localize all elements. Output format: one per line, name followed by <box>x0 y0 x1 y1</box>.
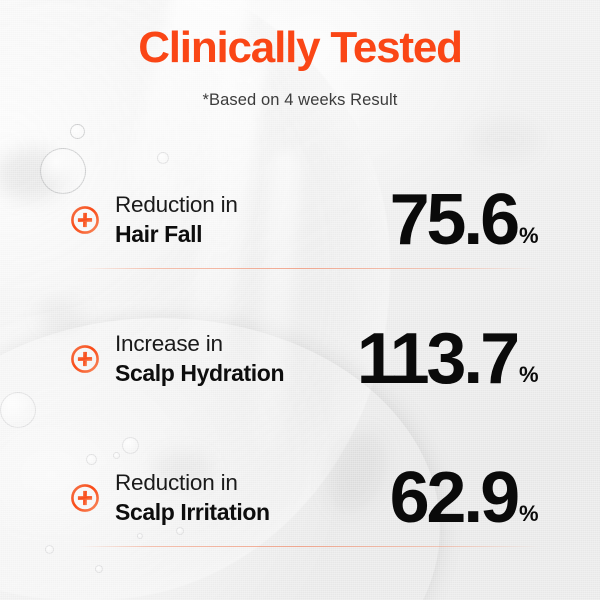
stat-value-number: 62.9 <box>389 457 521 538</box>
stat-row: Reduction in Hair Fall 75.6 % <box>0 150 600 289</box>
stat-label-top: Reduction in <box>115 469 238 495</box>
plus-circle-icon <box>70 483 100 513</box>
stat-value-unit: % <box>518 222 539 248</box>
stat-row: Reduction in Scalp Irritation 62.9 % <box>0 428 600 567</box>
page-subtitle: *Based on 4 weeks Result <box>202 91 398 109</box>
stat-label: Reduction in Hair Fall <box>115 190 238 250</box>
stat-value: 75.6 % <box>389 179 539 260</box>
stat-row: Increase in Scalp Hydration 113.7 % <box>0 289 600 547</box>
stat-value-number: 113.7 <box>356 318 520 399</box>
plus-circle-icon <box>70 344 100 374</box>
plus-circle-icon <box>70 205 100 235</box>
stats-list: Reduction in Hair Fall 75.6 % <box>0 150 600 567</box>
stat-value-number: 75.6 <box>389 179 521 260</box>
stat-label: Reduction in Scalp Irritation <box>115 468 270 528</box>
stat-label-bottom: Hair Fall <box>115 220 203 247</box>
stat-label: Increase in Scalp Hydration <box>115 329 285 389</box>
page-title: Clinically Tested <box>138 23 463 72</box>
stat-label-bottom: Scalp Irritation <box>115 498 270 525</box>
stat-label-bottom: Scalp Hydration <box>115 359 285 386</box>
stat-value-unit: % <box>518 500 539 526</box>
stat-label-top: Reduction in <box>115 191 238 217</box>
row-divider <box>78 268 540 269</box>
stat-label-top: Increase in <box>115 330 223 356</box>
bubble-icon <box>70 124 85 139</box>
stat-value: 62.9 % <box>389 457 539 538</box>
stat-value: 113.7 % <box>356 318 539 399</box>
stat-value-unit: % <box>518 361 539 387</box>
